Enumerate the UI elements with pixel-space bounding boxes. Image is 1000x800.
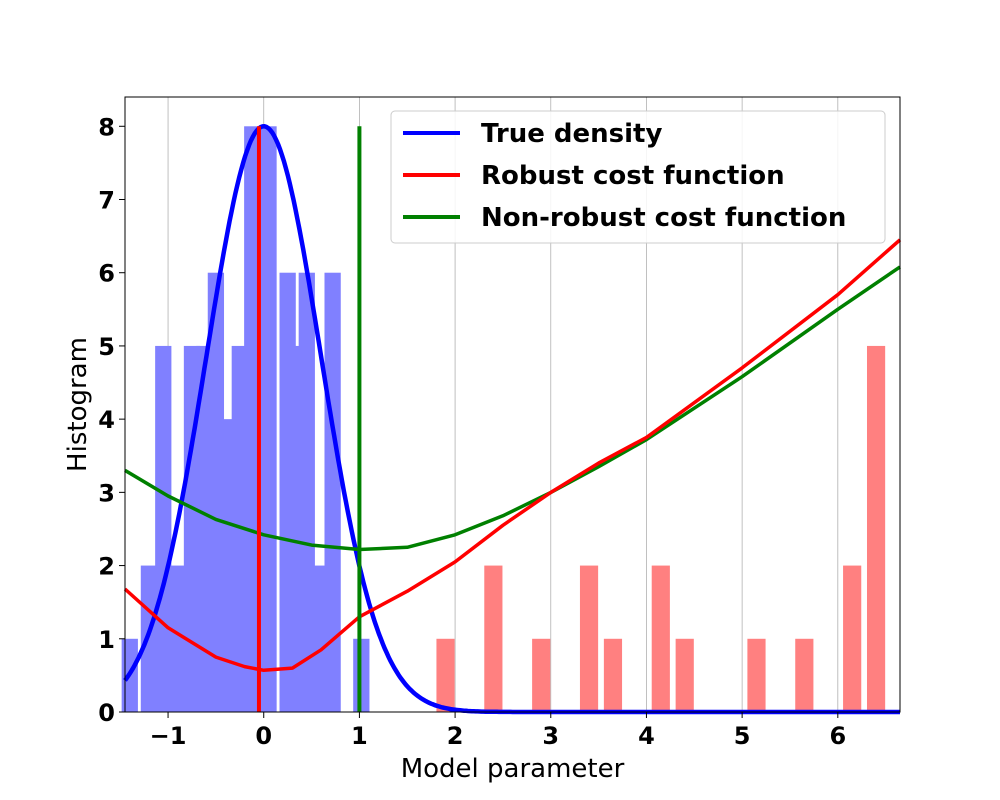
- outlier-bar: [866, 345, 886, 712]
- inlier-bar: [298, 272, 315, 712]
- legend-box: [390, 110, 886, 244]
- outlier-bar: [651, 565, 670, 712]
- y-tick-label: 2: [98, 553, 115, 581]
- inlier-bar: [183, 345, 201, 712]
- y-tick-label: 6: [98, 260, 115, 288]
- inlier-bar: [231, 345, 248, 712]
- x-tick-label: 6: [829, 722, 846, 750]
- x-tick-label: 1: [351, 722, 368, 750]
- y-tick-label: 8: [98, 113, 115, 141]
- y-tick-label: 1: [98, 626, 115, 654]
- outlier-bar: [484, 565, 503, 712]
- outlier-bar: [532, 638, 551, 712]
- x-axis-label: Model parameter: [401, 754, 625, 784]
- x-tick-label: 4: [638, 722, 655, 750]
- outlier-bar: [675, 638, 694, 712]
- y-tick-label: 7: [98, 187, 115, 215]
- legend-label: True density: [481, 119, 662, 149]
- x-tick-label: 3: [542, 722, 559, 750]
- y-tick-label: 0: [98, 699, 115, 727]
- outlier-bar: [579, 565, 599, 712]
- outlier-bar: [795, 638, 814, 712]
- outlier-histogram: [436, 345, 886, 712]
- legend-label: Non-robust cost function: [481, 203, 846, 233]
- nonrobust-cost-line: [124, 265, 901, 552]
- legend: True density Robust cost function Non-robu…: [390, 110, 886, 244]
- y-tick-label: 4: [98, 406, 115, 434]
- y-axis-label: Histogram: [63, 337, 93, 472]
- inlier-bar: [155, 345, 172, 712]
- legend-label: Robust cost function: [481, 161, 785, 191]
- x-tick-label: 5: [734, 722, 751, 750]
- inlier-bar: [324, 272, 341, 712]
- y-tick-label: 3: [98, 479, 115, 507]
- y-axis-ticks: 0 1 2 3 4 5 6 7 8: [98, 113, 125, 727]
- inlier-bar: [284, 345, 301, 712]
- outlier-bar: [436, 638, 455, 712]
- y-tick-label: 5: [98, 333, 115, 361]
- inlier-bar: [169, 565, 186, 712]
- robust-cost-line: [123, 238, 902, 673]
- x-axis-ticks: −1 0 1 2 3 4 5 6: [150, 712, 846, 750]
- outlier-bar: [843, 565, 862, 712]
- inlier-bar: [260, 126, 277, 713]
- inlier-bar: [207, 272, 225, 712]
- plot-frame: [124, 96, 901, 713]
- outlier-bar: [747, 638, 766, 712]
- outlier-bar: [603, 638, 623, 712]
- x-tick-label: 0: [255, 722, 272, 750]
- x-tick-label: 2: [447, 722, 464, 750]
- x-tick-label: −1: [150, 722, 187, 750]
